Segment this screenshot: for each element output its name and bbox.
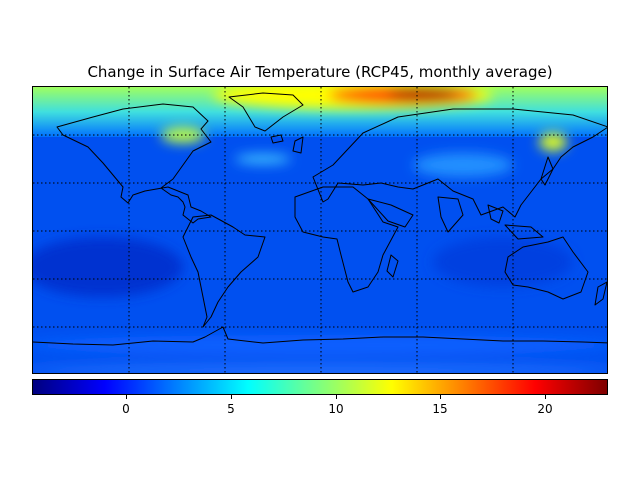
coastline-southeast-asia bbox=[487, 204, 544, 240]
coastline-africa bbox=[294, 186, 399, 293]
coastline-europe-asia bbox=[312, 108, 607, 218]
graticule bbox=[33, 87, 607, 373]
coastline-north-america bbox=[56, 103, 212, 224]
map-title: Change in Surface Air Temperature (RCP45… bbox=[87, 63, 553, 81]
colorbar-tick-label: 0 bbox=[122, 402, 130, 416]
colorbar-tick bbox=[231, 395, 232, 399]
colorbar bbox=[32, 379, 608, 395]
colorbar-tick-label: 20 bbox=[537, 402, 553, 416]
coastline-iceland bbox=[270, 134, 284, 144]
coastlines bbox=[33, 92, 607, 346]
coastline-south-america bbox=[182, 214, 266, 328]
coastline-greenland bbox=[228, 92, 304, 132]
coastline-uk bbox=[292, 136, 304, 154]
coastline-japan bbox=[540, 156, 554, 186]
coastline-arabia bbox=[367, 198, 414, 228]
temperature-field bbox=[33, 87, 607, 373]
coastline-antarctica bbox=[33, 326, 607, 346]
colorbar-tick-label: 5 bbox=[227, 402, 235, 416]
colorbar-tick-label: 10 bbox=[328, 402, 344, 416]
map-canvas bbox=[33, 87, 607, 373]
coastline-new-zealand bbox=[594, 281, 607, 306]
coastline-india bbox=[437, 196, 464, 233]
colorbar-tick bbox=[336, 395, 337, 399]
colorbar-tick bbox=[545, 395, 546, 399]
colorbar-tick bbox=[126, 395, 127, 399]
coastline-madagascar bbox=[386, 254, 399, 278]
colorbar-tick-label: 15 bbox=[432, 402, 448, 416]
temperature-map bbox=[32, 86, 608, 374]
colorbar-tick bbox=[440, 395, 441, 399]
coastline-australia bbox=[504, 236, 589, 300]
